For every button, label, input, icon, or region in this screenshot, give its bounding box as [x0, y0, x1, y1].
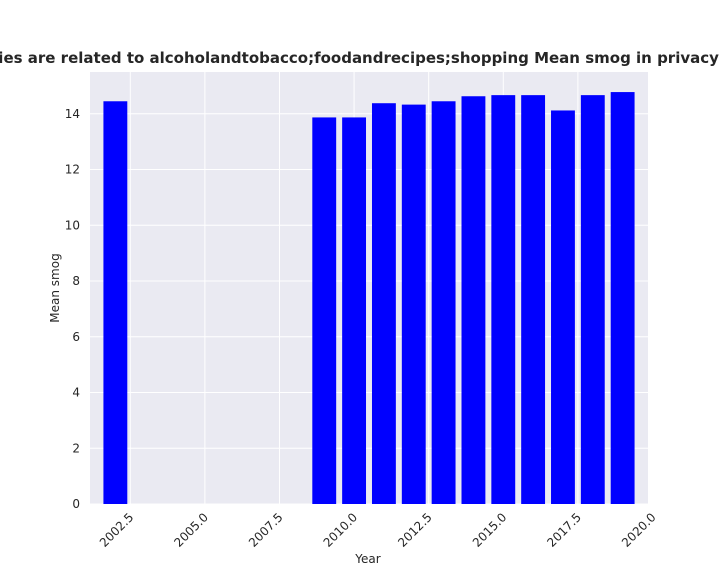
bar-2011 [371, 103, 396, 504]
y-tick-label: 4 [72, 386, 80, 400]
x-tick-label: 2012.5 [395, 510, 435, 550]
bar-2016 [521, 95, 546, 504]
bar-2010 [342, 117, 367, 504]
bar-2009 [312, 117, 337, 504]
x-tick-label: 2002.5 [97, 510, 137, 550]
y-tick-label: 2 [72, 441, 80, 455]
x-axis-ticks: 2002.5 2005.0 2007.5 2010.0 2012.5 2015.0 2017… [97, 510, 659, 550]
x-tick-label: 2007.5 [246, 510, 286, 550]
y-tick-label: 0 [72, 497, 80, 511]
bar-2012 [401, 104, 426, 504]
bar-2002 [103, 101, 128, 504]
bar-2018 [580, 95, 605, 504]
x-tick-label: 2015.0 [470, 510, 510, 550]
bar-2013 [431, 101, 456, 504]
x-axis-label: Year [354, 552, 380, 566]
y-axis-ticks: 0 2 4 6 8 10 12 14 [65, 107, 80, 511]
bar-2014 [461, 96, 486, 504]
y-tick-label: 8 [72, 274, 80, 288]
x-tick-label: 2017.5 [544, 510, 584, 550]
bars [103, 92, 635, 505]
y-tick-label: 6 [72, 330, 80, 344]
x-tick-label: 2010.0 [321, 510, 361, 550]
chart-title: Categories are related to alcoholandtoba… [0, 49, 720, 67]
bar-2015 [491, 95, 516, 504]
x-tick-label: 2020.0 [619, 510, 659, 550]
y-tick-label: 10 [65, 218, 80, 232]
bar-2019 [610, 92, 635, 505]
y-tick-label: 12 [65, 163, 80, 177]
x-tick-label: 2005.0 [171, 510, 211, 550]
y-axis-label: Mean smog [48, 253, 62, 322]
y-tick-label: 14 [65, 107, 80, 121]
bar-2017 [551, 110, 575, 504]
